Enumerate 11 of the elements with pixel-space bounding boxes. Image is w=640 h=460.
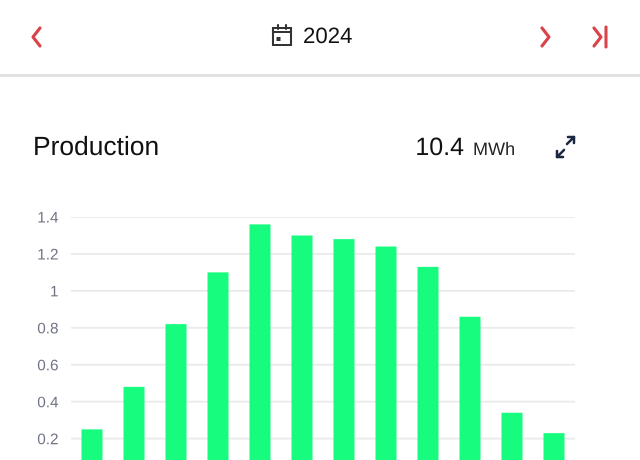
text: 2024 [304,27,352,44]
y-tick-label: 0.6 [38,360,58,370]
text: 10.4 [417,138,464,156]
y-tick-label: 0.8 [38,322,58,334]
y-tick-label: 1 [51,286,58,296]
text: MWh [474,142,514,155]
chart-title: Production [35,136,158,156]
y-tick-label: 0.2 [38,434,58,444]
y-tick-label: 1.2 [38,248,58,260]
y-tick-label: 1.4 [38,212,58,223]
y-tick-label: 0.4 [38,396,58,408]
